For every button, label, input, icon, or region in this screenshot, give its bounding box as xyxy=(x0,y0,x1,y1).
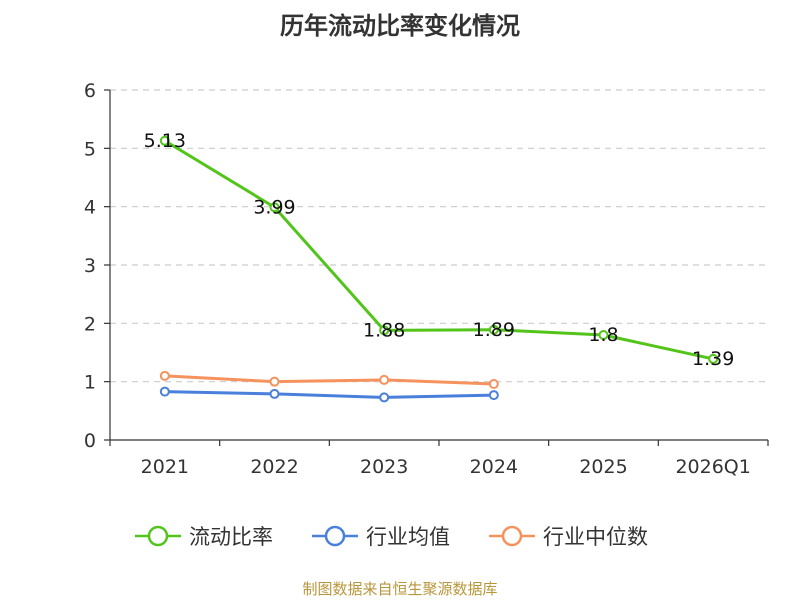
series-0-point-2026Q1 xyxy=(708,353,719,364)
legend-label-industry-median: 行业中位数 xyxy=(543,525,648,549)
series-layer xyxy=(159,135,719,403)
x-tick-label-2023: 2023 xyxy=(360,456,408,478)
y-tick-label-5: 5 xyxy=(84,138,96,160)
legend-item-industry-median[interactable]: 行业中位数 xyxy=(487,518,648,554)
x-tick-label-2026Q1: 2026Q1 xyxy=(675,456,750,478)
axis-layer: 0 1 2 3 4 5 6 2021 2022 2023 2024 2025 2026Q1 xyxy=(84,80,769,478)
series-2-point-2023 xyxy=(379,374,390,385)
legend-item-current-ratio[interactable]: 流动比率 xyxy=(133,518,273,554)
legend-item-industry-mean[interactable]: 行业均值 xyxy=(310,518,450,554)
series-line-1 xyxy=(164,390,494,399)
legend-marker-current-ratio xyxy=(135,525,181,547)
series-1-point-2023 xyxy=(379,392,390,403)
data-label-2021: 5.13 xyxy=(144,130,186,152)
x-tick-label-2022: 2022 xyxy=(250,456,298,478)
series-1-point-2024 xyxy=(488,390,499,401)
series-0-point-2021 xyxy=(159,135,170,146)
data-label-2023: 1.88 xyxy=(363,319,405,341)
legend-label-current-ratio: 流动比率 xyxy=(189,525,273,549)
series-2-point-2021 xyxy=(159,370,170,381)
x-tick-label-2024: 2024 xyxy=(470,456,518,478)
series-1-point-2022 xyxy=(269,388,280,399)
series-1-point-2021 xyxy=(159,386,170,397)
chart-title: 历年流动比率变化情况 xyxy=(280,12,520,40)
legend-marker-industry-mean xyxy=(312,525,358,547)
series-0-point-2023 xyxy=(379,325,390,336)
series-2-point-2022 xyxy=(269,376,280,387)
legend: 流动比率 行业均值 行业中位数 xyxy=(0,518,800,558)
y-tick-label-1: 1 xyxy=(84,372,96,394)
data-label-2022: 3.99 xyxy=(253,196,295,218)
x-tick-label-2021: 2021 xyxy=(141,456,189,478)
series-2-point-2024 xyxy=(488,379,499,389)
y-tick-label-4: 4 xyxy=(84,197,96,219)
series-0-point-2022 xyxy=(269,202,280,213)
y-tick-label-0: 0 xyxy=(84,430,96,452)
legend-label-industry-mean: 行业均值 xyxy=(366,525,450,549)
y-tick-label-2: 2 xyxy=(84,313,96,335)
series-line-2 xyxy=(164,374,494,386)
series-0-point-2025 xyxy=(598,330,609,340)
series-line-0 xyxy=(164,139,714,361)
data-label-2024: 1.89 xyxy=(473,319,515,341)
grid-layer xyxy=(110,89,768,383)
series-0-point-2024 xyxy=(488,324,499,335)
x-tick-label-2025: 2025 xyxy=(579,456,627,478)
legend-marker-industry-median xyxy=(489,525,535,547)
data-label-2025: 1.8 xyxy=(588,324,618,346)
y-tick-label-6: 6 xyxy=(84,80,96,102)
data-label-2026Q1: 1.39 xyxy=(692,348,734,370)
source-note: 制图数据来自恒生聚源数据库 xyxy=(302,580,498,598)
y-tick-label-3: 3 xyxy=(84,255,96,277)
label-layer: 5.13 3.99 1.88 1.89 1.8 1.39 xyxy=(144,130,735,370)
